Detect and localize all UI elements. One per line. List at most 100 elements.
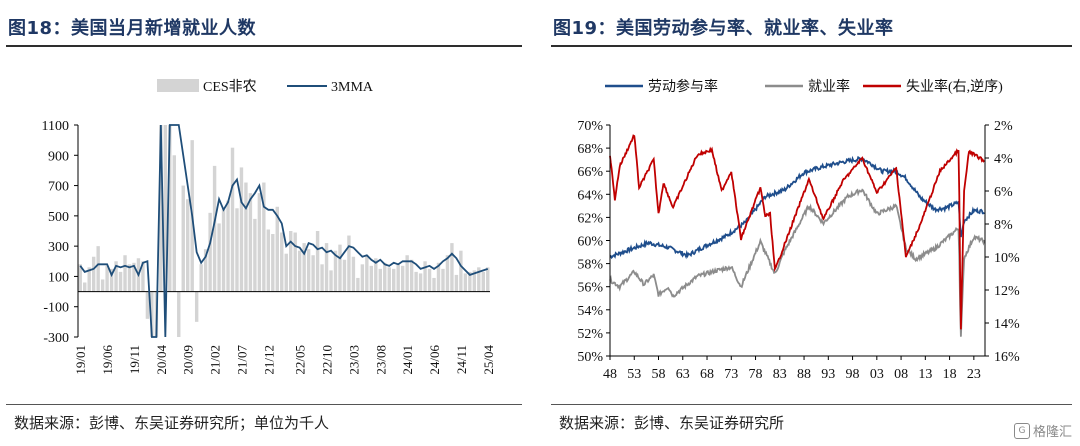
bar xyxy=(329,270,333,292)
x-tick-label: 25/04 xyxy=(481,345,496,375)
bar xyxy=(463,273,468,292)
bar xyxy=(302,243,306,292)
bar xyxy=(459,250,463,292)
bar xyxy=(253,218,257,292)
y-tick-label-left: 50% xyxy=(577,350,603,365)
bar xyxy=(168,125,172,292)
bar xyxy=(333,250,338,292)
bar xyxy=(486,267,490,292)
bar xyxy=(91,256,96,292)
y-tick-label-right: 10% xyxy=(994,251,1020,266)
series-line-3mma xyxy=(79,124,489,338)
bar xyxy=(194,291,199,322)
y-tick-label-right: 2% xyxy=(994,119,1013,134)
bar xyxy=(186,199,190,292)
bar xyxy=(338,244,342,292)
bar xyxy=(324,243,329,292)
left-title-rule xyxy=(6,45,522,47)
x-tick-label: 48 xyxy=(603,367,617,382)
x-tick-label: 88 xyxy=(797,367,811,382)
left-source: 数据来源：彭博、东吴证券研究所；单位为千人 xyxy=(14,414,330,432)
bar xyxy=(145,291,150,319)
bar xyxy=(172,155,176,292)
bar xyxy=(163,125,168,292)
y-tick-label-right: 14% xyxy=(994,317,1020,332)
bar xyxy=(239,167,244,292)
y-tick-label-left: 68% xyxy=(577,142,603,157)
bar xyxy=(284,253,288,292)
x-tick-label: 23/08 xyxy=(373,345,388,375)
bar xyxy=(414,271,418,292)
bar xyxy=(360,264,365,292)
bar xyxy=(472,270,477,292)
left-figure-title: 图18：美国当月新增就业人数 xyxy=(8,18,257,39)
bar xyxy=(159,125,163,292)
bar xyxy=(297,250,302,292)
bar xyxy=(181,185,185,292)
bar xyxy=(280,232,284,292)
bar xyxy=(378,268,382,292)
x-tick-label: 21/07 xyxy=(234,345,249,375)
bar xyxy=(132,262,136,292)
y-tick-label: -300 xyxy=(43,331,69,346)
left-panel: 图18：美国当月新增就业人数 -300 -100 100 300 500 700 900 11… xyxy=(0,0,530,446)
bar xyxy=(96,246,100,292)
x-tick-label: 78 xyxy=(749,367,763,382)
series-line-1 xyxy=(609,188,986,337)
x-tick-label: 58 xyxy=(652,367,666,382)
bar xyxy=(477,267,481,292)
right-panel: 图19：美国劳动参与率、就业率、失业率 50% 52% 54% 56% 58% 60% 62… xyxy=(545,0,1080,446)
bar xyxy=(78,264,82,292)
bar xyxy=(226,200,230,292)
x-tick-label: 63 xyxy=(676,367,690,382)
bar xyxy=(445,255,450,292)
y-tick-label-left: 62% xyxy=(577,211,603,226)
bar xyxy=(235,208,239,292)
bar xyxy=(436,262,441,292)
bar xyxy=(315,231,320,292)
legend-swatch-ces xyxy=(157,79,199,92)
bar xyxy=(454,274,459,292)
right-source: 数据来源：彭博、东吴证券研究所 xyxy=(559,414,785,432)
x-tick-label: 08 xyxy=(894,367,908,382)
bar xyxy=(387,267,391,292)
bar xyxy=(123,255,127,292)
bar xyxy=(423,261,427,292)
y-tick-label-left: 58% xyxy=(577,258,603,273)
x-tick-label: 24/06 xyxy=(427,345,442,375)
x-tick-label: 23 xyxy=(967,367,981,382)
bar xyxy=(100,279,105,292)
bar xyxy=(217,223,221,292)
x-tick-label: 21/12 xyxy=(261,345,276,375)
y-tick-label: 300 xyxy=(48,240,69,255)
x-tick-label: 20/04 xyxy=(154,345,169,375)
x-tick-label: 68 xyxy=(700,367,714,382)
y-tick-label: 100 xyxy=(48,270,69,285)
x-tick-label: 83 xyxy=(773,367,787,382)
y-tick-label-left: 52% xyxy=(577,327,603,342)
bar xyxy=(441,268,445,292)
series-line-0 xyxy=(609,155,985,260)
x-tick-label: 98 xyxy=(846,367,860,382)
bar xyxy=(481,271,485,292)
y-tick-label: 900 xyxy=(48,149,69,164)
bar xyxy=(150,291,154,337)
x-tick-label: 13 xyxy=(918,367,932,382)
bar xyxy=(468,271,472,292)
right-figure-title: 图19：美国劳动参与率、就业率、失业率 xyxy=(553,18,894,39)
y-tick-label-right: 8% xyxy=(994,218,1013,233)
bar xyxy=(109,268,114,292)
bar xyxy=(293,232,297,292)
legend-label-2: 失业率(右,逆序) xyxy=(906,78,1003,95)
y-tick-label: 1100 xyxy=(42,119,69,134)
x-tick-label: 21/02 xyxy=(208,345,223,375)
bar xyxy=(392,268,396,292)
bar xyxy=(383,262,387,292)
watermark-logo-icon: G xyxy=(1013,422,1030,439)
legend-label-ces: CES非农 xyxy=(203,79,257,95)
x-tick-label: 22/05 xyxy=(293,345,308,375)
bar xyxy=(275,206,279,292)
x-tick-label: 03 xyxy=(870,367,884,382)
bar xyxy=(212,165,217,292)
bar xyxy=(418,273,423,292)
